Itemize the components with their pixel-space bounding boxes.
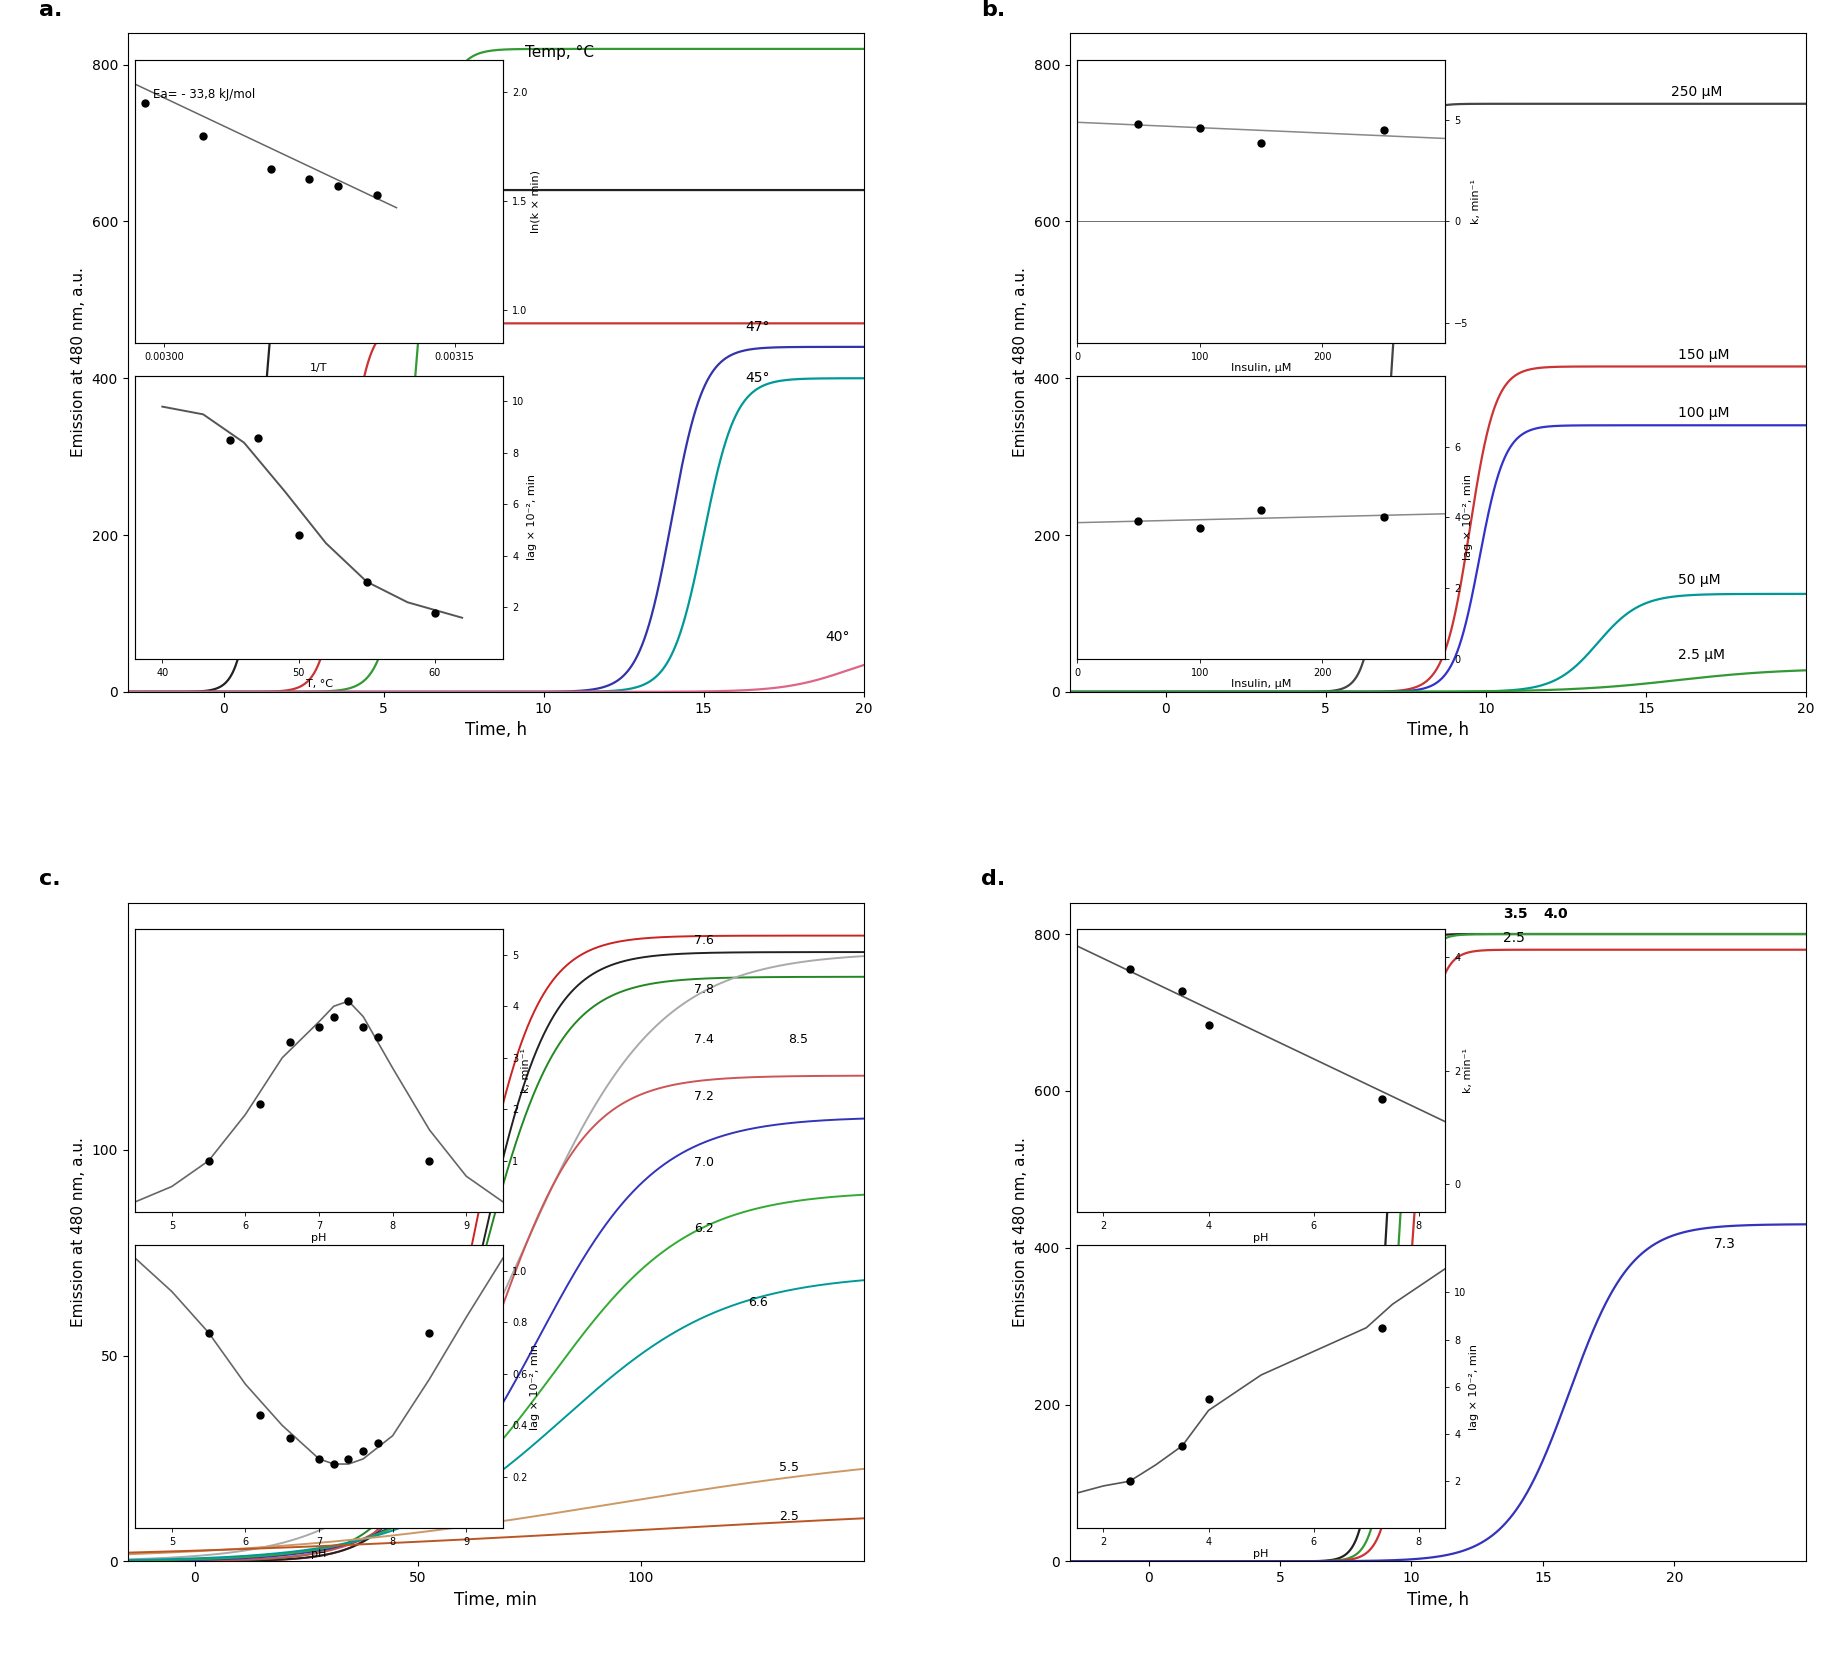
Text: 2.5: 2.5 [778,1510,798,1523]
Y-axis label: lag × 10⁻², min: lag × 10⁻², min [530,1344,540,1430]
Y-axis label: lag × 10⁻², min: lag × 10⁻², min [1468,1344,1478,1430]
Text: 2.5: 2.5 [1502,930,1524,945]
Text: 6.6: 6.6 [747,1296,767,1309]
Text: c.: c. [40,869,60,890]
Y-axis label: k, min⁻¹: k, min⁻¹ [521,1048,530,1093]
Y-axis label: k, min⁻¹: k, min⁻¹ [1471,179,1480,224]
Text: 3.5: 3.5 [1502,907,1528,922]
Text: 2.5 μM: 2.5 μM [1677,648,1725,663]
Text: 7.6: 7.6 [695,933,713,947]
Y-axis label: Emission at 480 nm, a.u.: Emission at 480 nm, a.u. [71,267,86,457]
Text: Temp, °C: Temp, °C [525,45,594,60]
Text: b.: b. [981,0,1004,20]
Text: d.: d. [981,869,1004,890]
Text: 7.2: 7.2 [695,1090,713,1103]
Text: 7.3: 7.3 [1714,1237,1735,1251]
Text: 60°: 60° [233,272,257,287]
Text: 7.4: 7.4 [695,1033,713,1046]
X-axis label: Time, h: Time, h [1406,721,1468,739]
Text: 47°: 47° [746,321,769,334]
Text: a.: a. [40,0,62,20]
Text: 7.8: 7.8 [695,983,715,997]
Y-axis label: k, min⁻¹: k, min⁻¹ [1462,1048,1473,1093]
Y-axis label: lag × 10⁻², min: lag × 10⁻², min [1462,475,1473,560]
Text: 4.0: 4.0 [1542,907,1566,922]
Text: 55°: 55° [326,439,350,452]
Text: 7.0: 7.0 [695,1156,715,1169]
Text: 50°: 50° [399,257,425,271]
Y-axis label: Emission at 480 nm, a.u.: Emission at 480 nm, a.u. [1012,1138,1028,1327]
Text: 6.2: 6.2 [695,1222,713,1236]
Y-axis label: lag × 10⁻², min: lag × 10⁻², min [527,475,536,560]
Text: 250 μM: 250 μM [1670,85,1721,100]
X-axis label: Time, min: Time, min [454,1591,536,1608]
Text: 40°: 40° [824,630,850,644]
Text: 150 μM: 150 μM [1677,347,1728,362]
Text: 45°: 45° [746,370,769,385]
Text: 8.5: 8.5 [788,1033,808,1046]
X-axis label: Time, h: Time, h [465,721,527,739]
X-axis label: Time, h: Time, h [1406,1591,1468,1608]
Text: 50 μM: 50 μM [1677,573,1719,586]
Y-axis label: ln(k × min): ln(k × min) [530,169,540,233]
Text: 100 μM: 100 μM [1677,407,1728,420]
Y-axis label: Emission at 480 nm, a.u.: Emission at 480 nm, a.u. [1012,267,1028,457]
Text: 5.5: 5.5 [778,1460,798,1473]
Y-axis label: Emission at 480 nm, a.u.: Emission at 480 nm, a.u. [71,1138,86,1327]
